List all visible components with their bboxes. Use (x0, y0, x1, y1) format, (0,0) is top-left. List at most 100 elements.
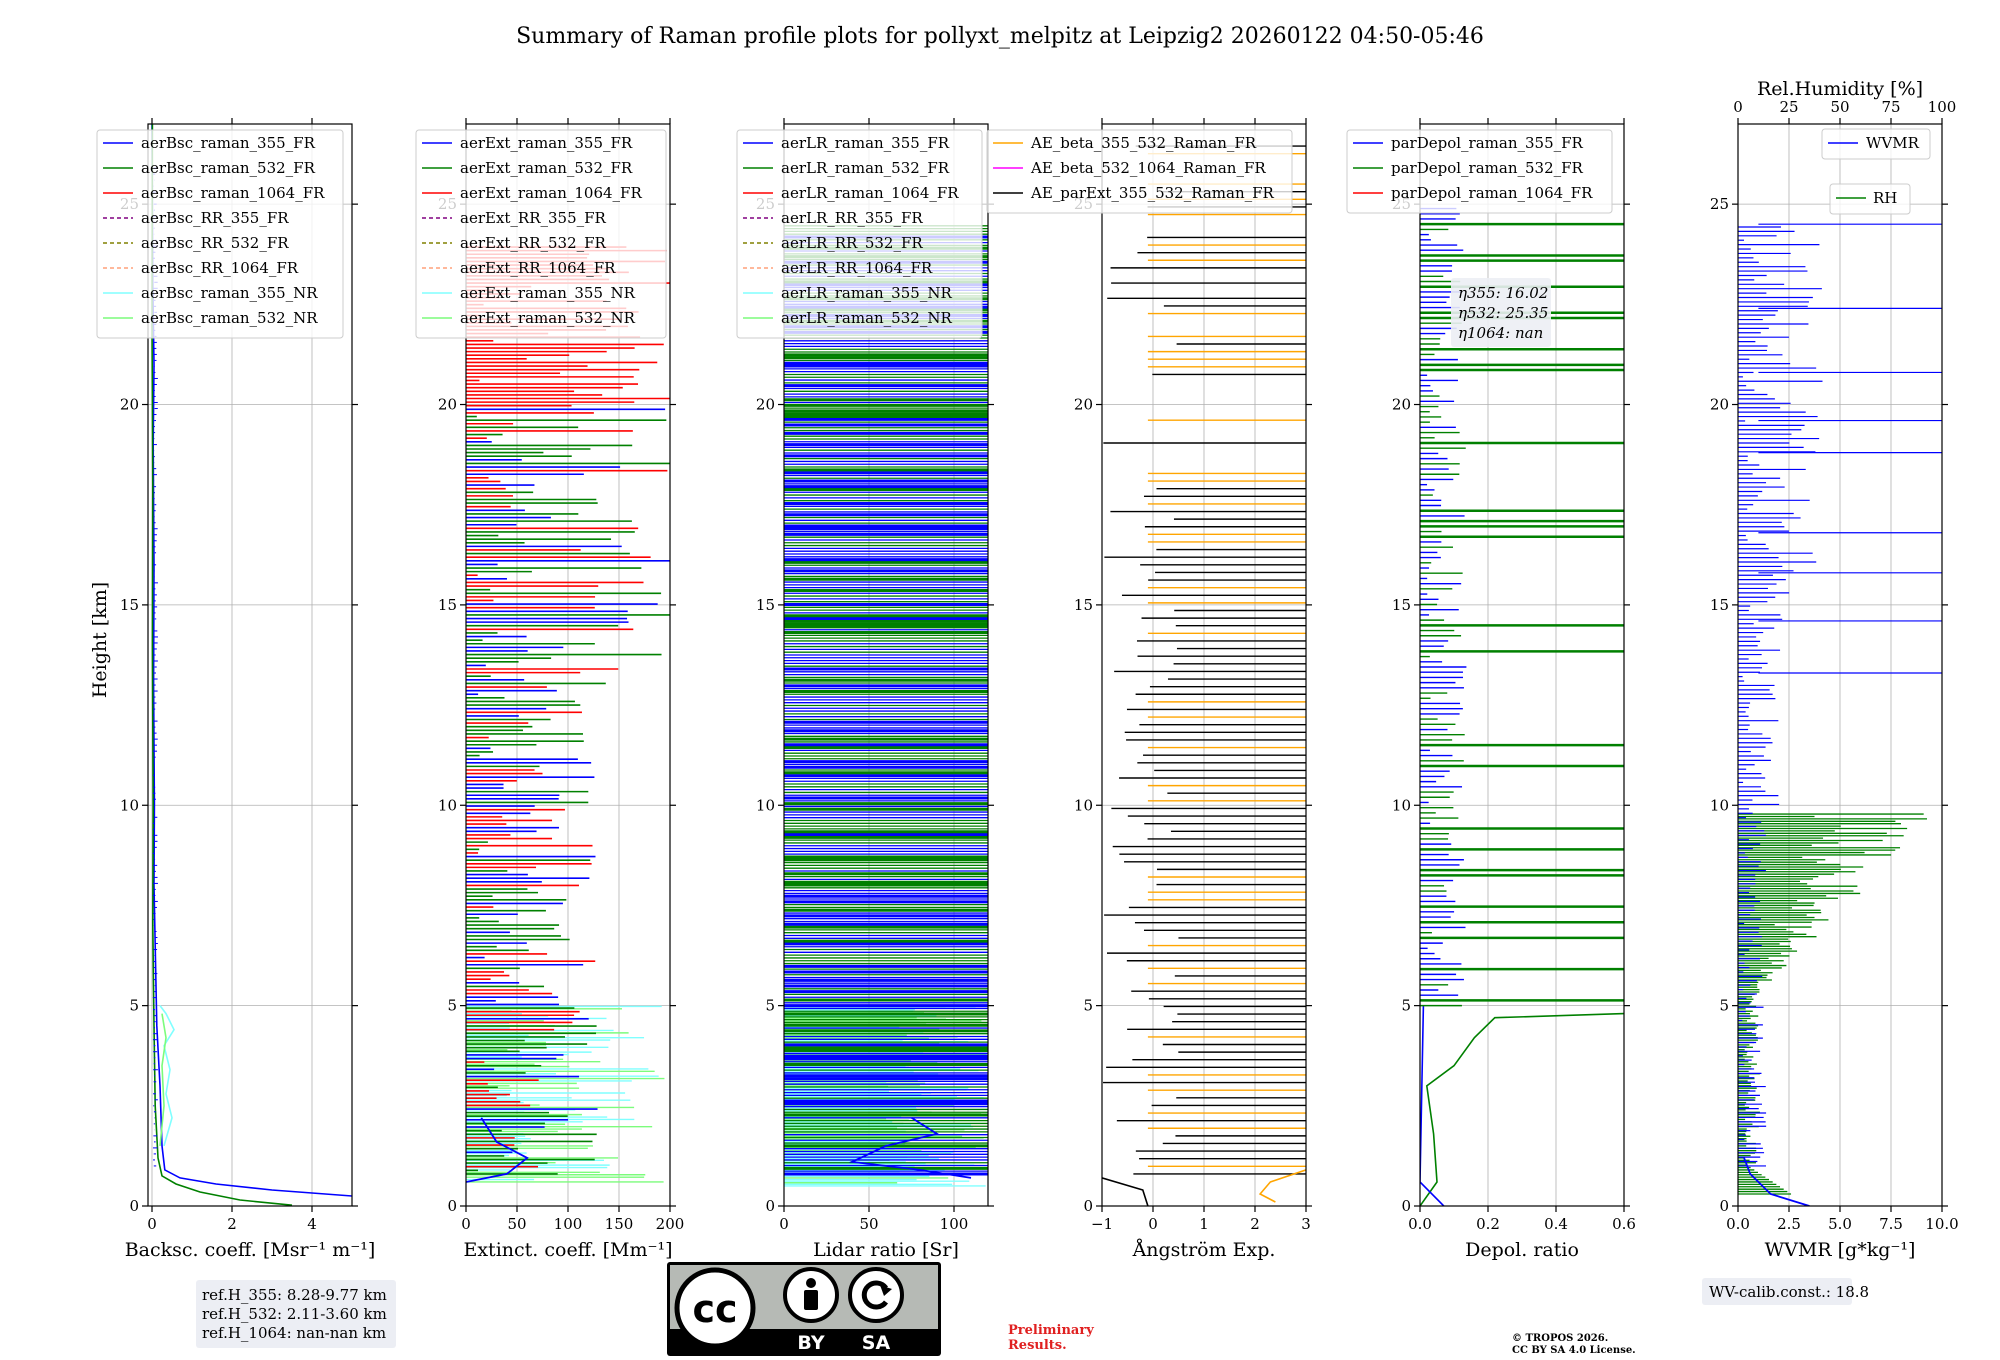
legend-label: aerExt_RR_1064_FR (460, 259, 616, 277)
xtick-label: 0 (147, 1215, 157, 1233)
ytick-label: 5 (765, 997, 775, 1015)
series-aerBsc_raman_355_NR (159, 1005, 175, 1147)
legend-box-dep (1346, 129, 1613, 214)
wv-calib-box: WV-calib.const.: 18.8 (1702, 1278, 1869, 1305)
ytick-label: 0 (1401, 1197, 1411, 1215)
legend-label: aerBsc_raman_532_FR (141, 159, 316, 177)
legend-box-bsc (96, 129, 344, 339)
xtick-label: 0 (779, 1215, 789, 1233)
ytick-label: 0 (129, 1197, 139, 1215)
xtick-label: 10.0 (1925, 1215, 1958, 1233)
angstrom-panel: −101230510152025Ångström Exp.AE_beta_355… (986, 118, 1312, 1261)
legend-box-lr (736, 129, 983, 339)
xtick-label: 100 (554, 1215, 583, 1233)
axes-frame (783, 123, 989, 1207)
legend-label: aerLR_RR_355_FR (781, 209, 923, 227)
xtick-label: 150 (605, 1215, 634, 1233)
xtick-label: 3 (1301, 1215, 1311, 1233)
xtick-label: 0.6 (1612, 1215, 1636, 1233)
ytick-label: 20 (1392, 396, 1411, 414)
ytick-label: 0 (765, 1197, 775, 1215)
ytick-label: 20 (1074, 396, 1093, 414)
top-tick-label: 100 (1928, 98, 1957, 116)
xtick-label: 2.5 (1777, 1215, 1801, 1233)
ylabel-height: Height [km] (89, 582, 111, 698)
legend-box-rh (1829, 183, 1911, 215)
eta-box (1451, 278, 1551, 347)
depol-panel: 0.00.20.40.60510152025Depol. ratioparDep… (1346, 118, 1636, 1261)
ytick-label: 20 (120, 396, 139, 414)
xtick-label: −1 (1091, 1215, 1113, 1233)
xtick-label: 2 (227, 1215, 237, 1233)
data-layer-lr (784, 225, 988, 1187)
xtick-label: 0 (461, 1215, 471, 1233)
legend-label: AE_beta_355_532_Raman_FR (1030, 134, 1257, 152)
copyright-line2: CC BY SA 4.0 License. (1512, 1345, 1636, 1356)
ref-h-355: ref.H_355: 8.28-9.77 km (202, 1286, 387, 1304)
xtick-label: 0.2 (1476, 1215, 1500, 1233)
cc-license-logo: cc BY SA (667, 1262, 941, 1356)
ytick-label: 15 (1392, 596, 1411, 614)
xlabel-dep: Depol. ratio (1465, 1239, 1579, 1261)
legend-box-ae (986, 129, 1293, 214)
cc-text: cc (692, 1287, 737, 1331)
ytick-label: 20 (1710, 396, 1729, 414)
eta-label: η1064: nan (1458, 324, 1543, 342)
legend-label: aerLR_RR_532_FR (781, 234, 923, 252)
legend-label: aerExt_raman_355_FR (460, 134, 633, 152)
wvmr-panel: 0.0 2.5 5.0 7.5 10.0 0 5 10 15 20 25 WVMR [g*kg⁻¹] 0… (1710, 78, 1959, 1261)
xlabel-ext: Extinct. coeff. [Mm⁻¹] (463, 1239, 672, 1261)
extinction-panel: 0501001502000510152025Extinct. coeff. [M… (415, 118, 684, 1261)
legend-box-ext (415, 129, 667, 339)
ytick-label: 0 (1719, 1197, 1729, 1215)
data-layer-ext (466, 246, 670, 1183)
xtick-label: 7.5 (1879, 1215, 1903, 1233)
xlabel-lr: Lidar ratio [Sr] (813, 1239, 959, 1261)
top-tick-label: 75 (1881, 98, 1900, 116)
ytick-label: 5 (1719, 997, 1729, 1015)
wv-calib-const: WV-calib.const.: 18.8 (1709, 1283, 1869, 1301)
ytick-label: 10 (1710, 796, 1729, 814)
xtick-label: 5.0 (1828, 1215, 1852, 1233)
legend-label: parDepol_raman_355_FR (1391, 134, 1584, 152)
legend-label: aerLR_raman_532_FR (781, 159, 950, 177)
ytick-label: 15 (756, 596, 775, 614)
xtick-label: 0.4 (1544, 1215, 1568, 1233)
series-aerBsc_raman_532_NR (159, 1013, 167, 1146)
copyright-line1: © TROPOS 2026. (1512, 1333, 1608, 1344)
legend-label: aerBsc_RR_1064_FR (141, 259, 299, 277)
ytick-label: 15 (120, 596, 139, 614)
ytick-label: 5 (1083, 997, 1093, 1015)
ytick-label: 15 (1710, 596, 1729, 614)
xtick-label: 0.0 (1408, 1215, 1432, 1233)
legend-label: RH (1873, 189, 1897, 207)
legend-label: aerBsc_raman_1064_FR (141, 184, 325, 202)
lr-355-low (848, 1117, 972, 1179)
wvmr-low (1743, 1157, 1810, 1206)
legend-label: aerExt_RR_355_FR (460, 209, 607, 227)
dep-532-low (1420, 1012, 1624, 1206)
preliminary-line1: Preliminary (1008, 1323, 1094, 1338)
ytick-label: 5 (1401, 997, 1411, 1015)
cc-circle-icon (674, 1267, 756, 1349)
legend-label: aerLR_raman_355_FR (781, 134, 950, 152)
data-layer-dep (1420, 207, 1624, 1206)
top-tick-label: 50 (1830, 98, 1849, 116)
axes-frame (1419, 123, 1625, 1207)
series-aerBsc_raman_532_FR (151, 124, 293, 1206)
legend-label: aerBsc_RR_355_FR (141, 209, 289, 227)
legend-label: aerExt_raman_532_NR (460, 309, 636, 327)
legend-label: parDepol_raman_1064_FR (1391, 184, 1593, 202)
by-label: BY (797, 1332, 824, 1354)
xlabel-bsc: Backsc. coeff. [Msr⁻¹ m⁻¹] (125, 1239, 376, 1261)
ytick-label: 10 (120, 796, 139, 814)
xtick-label: 2 (1250, 1215, 1260, 1233)
xtick-label: 50 (507, 1215, 526, 1233)
ytick-label: 15 (1074, 596, 1093, 614)
ref-h-1064: ref.H_1064: nan-nan km (202, 1324, 386, 1342)
legend-label: aerBsc_raman_355_FR (141, 134, 316, 152)
legend-label: aerBsc_RR_532_FR (141, 234, 289, 252)
ytick-label: 15 (438, 596, 457, 614)
legend-label: aerExt_RR_532_FR (460, 234, 607, 252)
